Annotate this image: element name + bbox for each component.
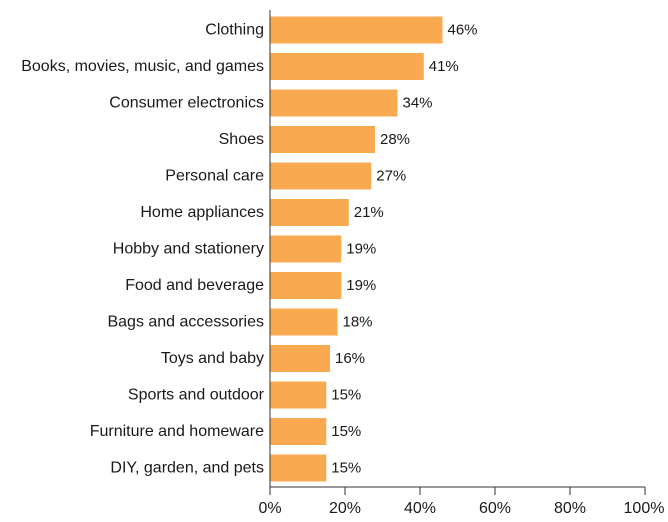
value-label: 19% xyxy=(346,241,376,258)
bar-7 xyxy=(270,272,342,299)
bar-9 xyxy=(270,345,330,372)
bar-8 xyxy=(270,308,338,336)
category-label: Books, movies, music, and games xyxy=(21,58,264,75)
bar-6 xyxy=(270,235,342,263)
category-label: DIY, garden, and pets xyxy=(110,460,264,477)
x-tick-label: 20% xyxy=(329,500,361,517)
value-label: 19% xyxy=(346,277,376,294)
value-label: 21% xyxy=(354,204,384,221)
bars-layer xyxy=(270,16,443,482)
category-label: Shoes xyxy=(219,131,264,148)
bar-11 xyxy=(270,418,327,445)
value-label: 15% xyxy=(331,423,361,440)
x-tick-label: 60% xyxy=(479,500,511,517)
value-label: 15% xyxy=(331,460,361,477)
category-label: Bags and accessories xyxy=(107,314,264,331)
category-label: Consumer electronics xyxy=(109,95,264,112)
value-label: 16% xyxy=(335,350,365,367)
category-label: Hobby and stationery xyxy=(113,241,264,258)
bar-1 xyxy=(270,53,424,80)
bar-12 xyxy=(270,454,327,482)
value-label: 28% xyxy=(380,131,410,148)
bar-0 xyxy=(270,16,443,44)
value-label: 18% xyxy=(343,314,373,331)
x-tick-label: 80% xyxy=(554,500,586,517)
x-tick-label: 0% xyxy=(258,500,281,517)
bar-4 xyxy=(270,162,372,190)
value-label: 27% xyxy=(376,168,406,185)
category-label: Home appliances xyxy=(140,204,264,221)
category-label: Food and beverage xyxy=(125,277,264,294)
category-label: Personal care xyxy=(165,168,264,185)
bar-2 xyxy=(270,89,398,117)
value-label: 15% xyxy=(331,387,361,404)
bar-10 xyxy=(270,381,327,409)
value-label: 34% xyxy=(403,95,433,112)
value-labels: 46% 41% 34% 28% 27% 21% 19% 19% 18% 16% 15% 15% 15% xyxy=(331,22,477,477)
category-labels: Clothing Books, movies, music, and games C… xyxy=(21,22,264,477)
category-label: Sports and outdoor xyxy=(128,387,265,404)
category-label: Clothing xyxy=(205,22,264,39)
category-label: Furniture and homeware xyxy=(90,423,264,440)
axes: 0% 20% 40% 60% 80% 100% xyxy=(258,10,664,517)
value-label: 46% xyxy=(448,22,478,39)
category-label: Toys and baby xyxy=(161,350,264,367)
x-tick-label: 40% xyxy=(404,500,436,517)
bar-5 xyxy=(270,199,349,226)
bar-3 xyxy=(270,126,375,153)
x-tick-label: 100% xyxy=(624,500,665,517)
value-label: 41% xyxy=(429,58,459,75)
